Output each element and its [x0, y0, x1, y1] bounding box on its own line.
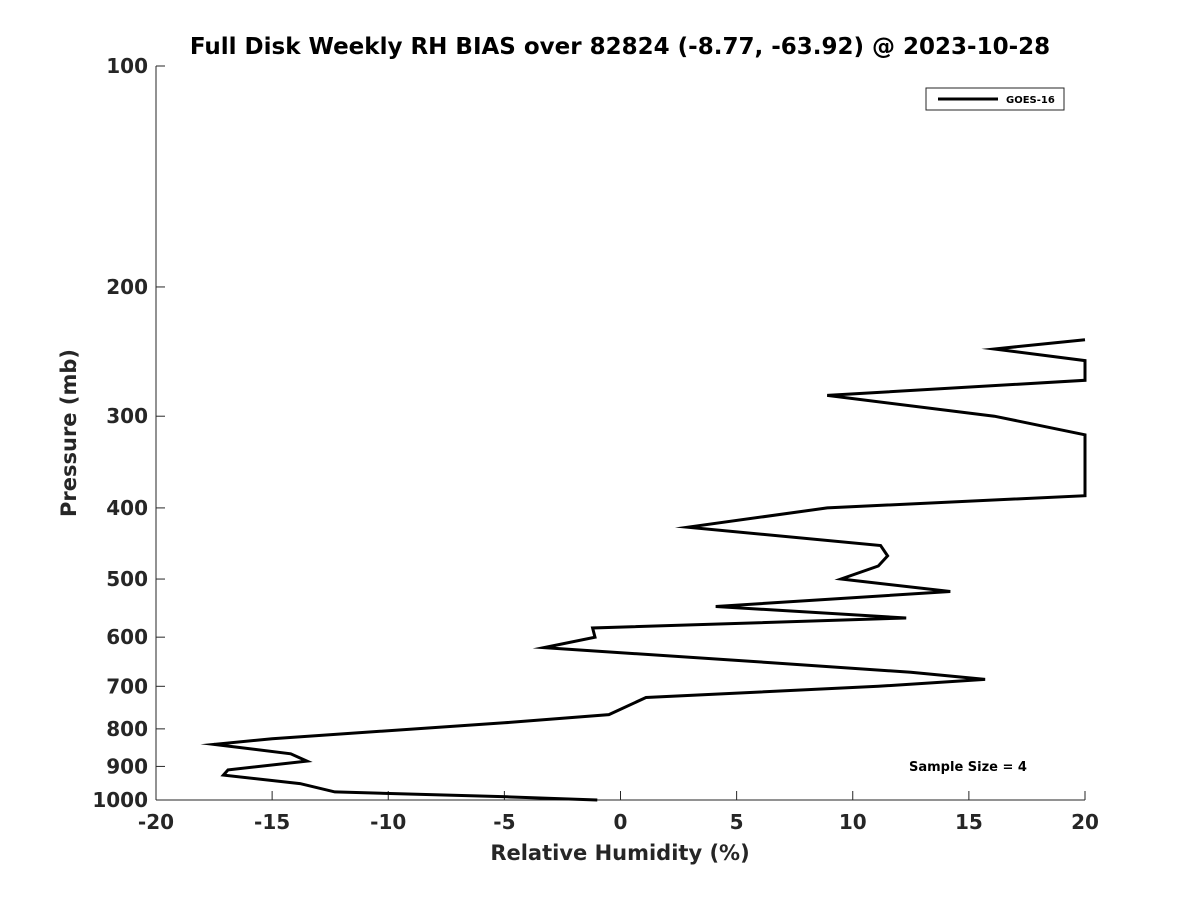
y-tick-label: 400 [106, 496, 148, 520]
x-tick-label: 15 [955, 810, 983, 834]
x-tick-label: -15 [254, 810, 290, 834]
y-tick-label: 700 [106, 674, 148, 698]
x-tick-label: 10 [839, 810, 867, 834]
x-tick-label: -10 [370, 810, 406, 834]
y-axis-title: Pressure (mb) [57, 349, 81, 517]
series-line-goes-16 [200, 338, 1087, 802]
x-tick-label: 0 [614, 810, 628, 834]
sample-size-annotation: Sample Size = 4 [909, 760, 1027, 775]
legend-label: GOES-16 [1006, 95, 1055, 106]
x-tick-label: -5 [493, 810, 515, 834]
chart-title: Full Disk Weekly RH BIAS over 82824 (-8.… [190, 34, 1050, 60]
y-tick-label: 500 [106, 567, 148, 591]
x-tick-label: -20 [138, 810, 174, 834]
x-tick-label: 5 [730, 810, 744, 834]
y-tick-label: 600 [106, 625, 148, 649]
y-tick-label: 300 [106, 404, 148, 428]
y-tick-label: 900 [106, 754, 148, 778]
y-axis-ticks: 100 200 300 400 500 600 700 800 900 1000 [92, 54, 165, 812]
y-tick-label: 1000 [92, 788, 148, 812]
x-axis-ticks: -20 -15 -10 -5 0 5 10 15 20 [138, 791, 1099, 834]
series-layer [200, 338, 1087, 802]
y-tick-label: 100 [106, 54, 148, 78]
x-axis-title: Relative Humidity (%) [490, 841, 749, 865]
x-tick-label: 20 [1071, 810, 1099, 834]
y-tick-label: 200 [106, 275, 148, 299]
legend: GOES-16 [925, 87, 1065, 111]
y-tick-label: 800 [106, 717, 148, 741]
